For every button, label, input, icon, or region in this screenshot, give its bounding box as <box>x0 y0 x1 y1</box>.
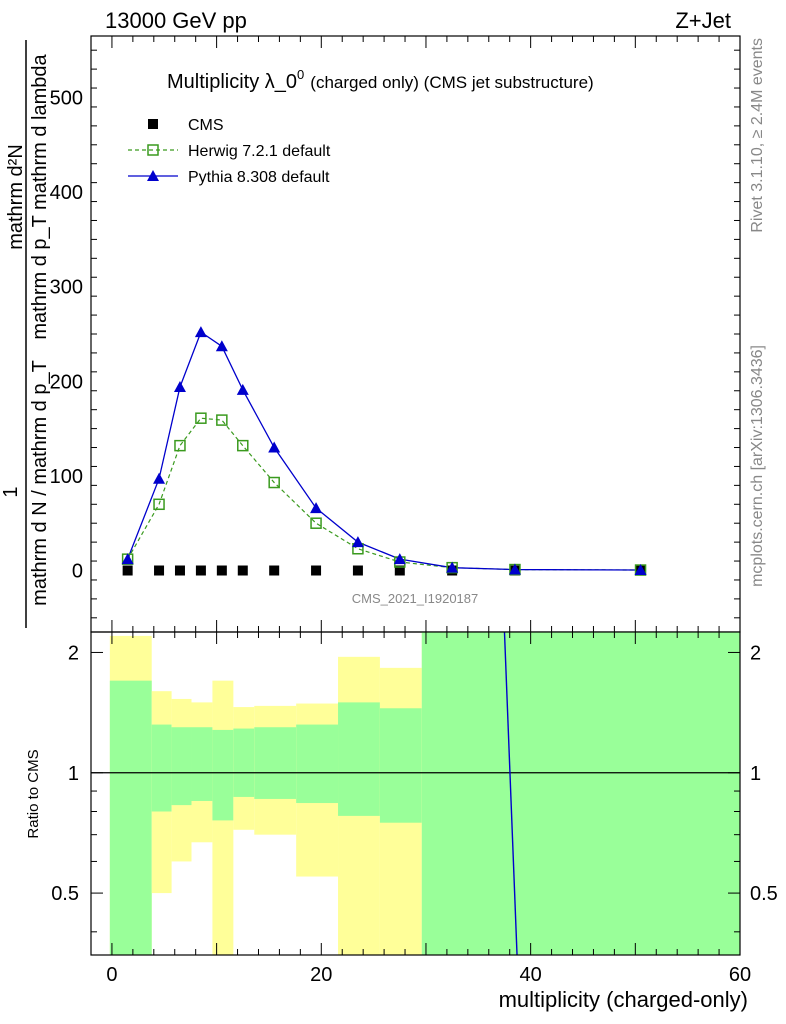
rivet-label: Rivet 3.1.10, ≥ 2.4M events <box>749 38 766 233</box>
ratio-yticks: 0.5 0.5 1 1 2 2 <box>51 642 778 933</box>
cms-point <box>195 565 206 576</box>
main-title-superscript: 0 <box>297 67 304 82</box>
pythia-point <box>310 502 323 514</box>
inner-band-bin <box>296 724 339 804</box>
main-ylabel: 1 mathrm d²N mathrm d p_T mathrm d lambd… <box>0 40 51 628</box>
ratio-frame <box>90 631 741 956</box>
pythia-point <box>446 561 459 573</box>
legend: CMS Herwig 7.2.1 default Pythia 8.308 de… <box>128 117 331 186</box>
ratio-xticks: 0 20 40 60 <box>106 632 751 986</box>
x-tick-label: 20 <box>310 964 332 986</box>
inner-band-bin <box>109 680 152 955</box>
ratio-y-tick-label: 0.5 <box>51 883 79 905</box>
main-title-text: Multiplicity λ_0 <box>167 71 297 93</box>
cms-point <box>394 565 405 576</box>
pythia-point <box>173 380 186 392</box>
ylabel-top: 1 <box>0 486 22 497</box>
ratio-ylabel: Ratio to CMS <box>25 749 42 838</box>
pythia-point <box>508 563 521 575</box>
main-yticks: 0 100 200 300 400 500 <box>50 49 740 619</box>
ratio-series-line <box>503 632 518 955</box>
pythia-point <box>268 441 281 453</box>
pythia-point <box>351 536 364 548</box>
ratio-bands <box>109 632 740 955</box>
cms-point <box>174 565 185 576</box>
y-tick-label: 300 <box>50 277 83 299</box>
ratio-y-tick-label-right: 2 <box>750 642 761 664</box>
herwig-point <box>237 439 249 452</box>
inner-band-bin <box>338 702 380 816</box>
ratio-y-tick-label: 1 <box>68 763 79 785</box>
ratio-y-tick-label: 2 <box>68 642 79 664</box>
x-tick-label: 60 <box>729 964 751 986</box>
pythia-point <box>634 564 647 576</box>
analysis-label: CMS_2021_I1920187 <box>352 591 479 606</box>
legend-cms-label: CMS <box>188 117 224 134</box>
herwig-line <box>127 417 641 571</box>
pythia-line <box>127 331 641 571</box>
cms-point <box>311 565 322 576</box>
pythia-point <box>121 553 134 565</box>
legend-pythia-label: Pythia 8.308 default <box>188 169 330 186</box>
cms-point <box>269 565 280 576</box>
ylabel-numerator-2: mathrm d p_T mathrm d lambda <box>29 53 51 339</box>
main-series <box>121 326 647 576</box>
x-axis-label: multiplicity (charged-only) <box>499 987 748 1012</box>
cms-point <box>237 565 248 576</box>
main-title-suffix: (charged only) (CMS jet substructure) <box>310 73 593 92</box>
y-tick-label: 200 <box>50 371 83 393</box>
inner-band-bin <box>379 708 422 823</box>
herwig-point <box>153 498 165 511</box>
inner-band-bin <box>421 632 740 955</box>
ylabel-denominator: mathrm d N / mathrm d p_T <box>29 360 51 606</box>
main-title: Multiplicity λ_00 (charged only) (CMS jet… <box>167 67 594 93</box>
legend-herwig-marker <box>147 144 159 156</box>
pythia-point <box>194 326 207 338</box>
herwig-point <box>195 412 207 424</box>
legend-herwig-label: Herwig 7.2.1 default <box>188 143 331 160</box>
cms-point <box>352 565 363 576</box>
ylabel-numerator: mathrm d²N <box>5 144 27 250</box>
inner-band-bin <box>191 727 213 801</box>
pythia-point <box>153 472 166 484</box>
cms-point <box>216 565 227 576</box>
inner-band-bin <box>151 724 172 812</box>
ratio-y-tick-label-right: 0.5 <box>750 883 778 905</box>
x-tick-label: 0 <box>106 964 117 986</box>
ratio-panel: 0.5 0.5 1 1 2 2 0 20 40 60 Ratio to CMS multipli… <box>25 631 778 1012</box>
herwig-point <box>216 414 228 426</box>
header-right: Z+Jet <box>675 8 731 33</box>
main-xticks <box>111 36 741 632</box>
x-tick-label: 40 <box>520 964 542 986</box>
y-tick-label: 100 <box>50 466 83 488</box>
pythia-point <box>215 340 228 352</box>
mcplots-label: mcplots.cern.ch [arXiv:1306.3436] <box>749 345 766 587</box>
cms-point <box>154 565 165 576</box>
pythia-point <box>393 553 406 565</box>
herwig-point <box>310 517 322 529</box>
legend-pythia-marker <box>147 170 159 181</box>
ratio-y-tick-label-right: 1 <box>750 763 761 785</box>
y-tick-label: 0 <box>72 561 83 583</box>
pythia-point <box>236 383 249 395</box>
inner-band-bin <box>233 728 255 797</box>
ratio-series <box>503 632 518 955</box>
legend-cms-marker <box>148 119 158 129</box>
herwig-point <box>268 476 280 489</box>
y-tick-label: 500 <box>50 87 83 109</box>
inner-band-bin <box>254 727 297 799</box>
cms-point <box>122 565 133 576</box>
inner-band-bin <box>212 729 234 821</box>
herwig-point <box>174 439 186 452</box>
inner-band-bin <box>171 727 192 806</box>
y-tick-label: 400 <box>50 182 83 204</box>
header-left: 13000 GeV pp <box>105 8 247 33</box>
